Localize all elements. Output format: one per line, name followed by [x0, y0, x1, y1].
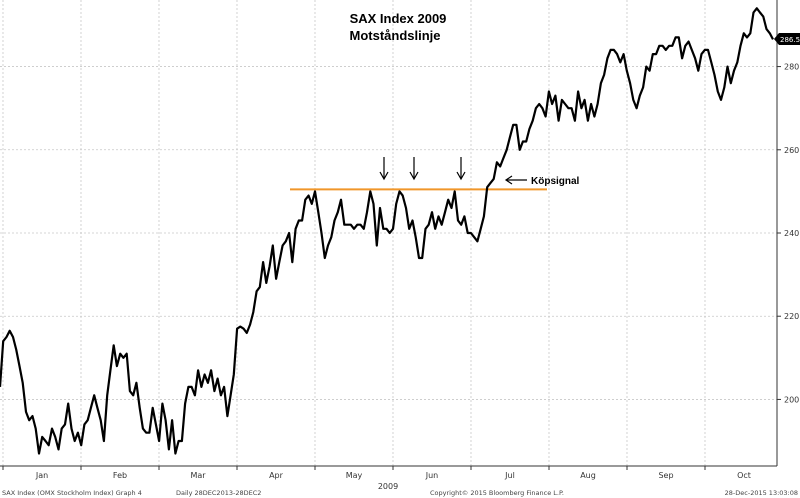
chart-title: SAX Index 2009	[350, 11, 447, 26]
y-tick-label: 260	[784, 146, 799, 155]
x-tick-label: Jun	[425, 471, 439, 480]
last-value-label: 286.54	[780, 36, 800, 44]
x-tick-label: Aug	[580, 471, 596, 480]
footer-source: SAX Index (OMX Stockholm Index) Graph 4	[2, 489, 142, 497]
buy-signal-annotation: Köpsignal	[504, 175, 580, 187]
buy-signal-arrowhead	[504, 175, 513, 185]
last-value-badge-shape	[774, 33, 800, 45]
last-value-badge: 286.54	[774, 33, 800, 45]
footer-copyright: Copyright© 2015 Bloomberg Finance L.P.	[430, 489, 564, 497]
down-arrow-head	[379, 171, 389, 181]
x-tick-label: Oct	[737, 471, 751, 480]
down-arrow-head	[456, 171, 466, 181]
x-tick-label: Feb	[113, 471, 127, 480]
x-tick-labels: Jan Feb Mar Apr May Jun Jul Aug Sep Oct	[35, 471, 751, 480]
y-tick-label: 220	[784, 312, 799, 321]
y-tick-label: 280	[784, 63, 799, 72]
resistance-touch-arrows	[379, 157, 466, 181]
vertical-gridlines	[2, 0, 706, 470]
x-tick-label: Mar	[190, 471, 206, 480]
footer-timestamp: 28-Dec-2015 13:03:08	[725, 489, 798, 497]
series-line-sax-index	[0, 7, 774, 455]
x-tick-label: Sep	[658, 471, 673, 480]
chart-subtitle: Motståndslinje	[349, 28, 440, 43]
x-tick-label: Jan	[35, 471, 48, 480]
buy-signal-label: Köpsignal	[531, 176, 580, 187]
x-tick-label: Jul	[504, 471, 515, 480]
y-tick-label: 200	[784, 395, 799, 404]
down-arrow-head	[409, 171, 419, 181]
x-tick-label: Apr	[269, 471, 284, 480]
footer-range: Daily 28DEC2013-28DEC2	[176, 489, 261, 497]
y-tick-labels: 200 220 240 260 280	[784, 63, 799, 405]
y-tick-label: 240	[784, 229, 799, 238]
x-axis-year-label: 2009	[378, 482, 398, 491]
x-tick-label: May	[346, 471, 363, 480]
